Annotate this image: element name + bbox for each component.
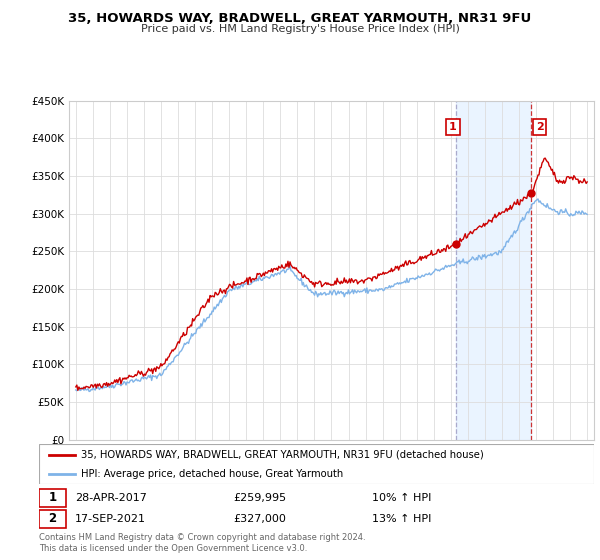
Text: 10% ↑ HPI: 10% ↑ HPI (372, 493, 431, 503)
Bar (39, 510, 65, 528)
Text: Price paid vs. HM Land Registry's House Price Index (HPI): Price paid vs. HM Land Registry's House … (140, 24, 460, 34)
Text: 17-SEP-2021: 17-SEP-2021 (75, 514, 146, 524)
Text: 1: 1 (449, 122, 457, 132)
Text: 28-APR-2017: 28-APR-2017 (75, 493, 147, 503)
Bar (457, 101, 531, 440)
Text: 1: 1 (48, 491, 56, 504)
Text: £327,000: £327,000 (233, 514, 286, 524)
Text: 35, HOWARDS WAY, BRADWELL, GREAT YARMOUTH, NR31 9FU: 35, HOWARDS WAY, BRADWELL, GREAT YARMOUT… (68, 12, 532, 25)
Text: Contains HM Land Registry data © Crown copyright and database right 2024.
This d: Contains HM Land Registry data © Crown c… (39, 533, 365, 553)
Text: 13% ↑ HPI: 13% ↑ HPI (372, 514, 431, 524)
Text: 2: 2 (48, 512, 56, 525)
Bar (39, 489, 65, 506)
Text: 35, HOWARDS WAY, BRADWELL, GREAT YARMOUTH, NR31 9FU (detached house): 35, HOWARDS WAY, BRADWELL, GREAT YARMOUT… (80, 450, 484, 460)
Text: HPI: Average price, detached house, Great Yarmouth: HPI: Average price, detached house, Grea… (80, 469, 343, 479)
Text: 2: 2 (536, 122, 544, 132)
Text: £259,995: £259,995 (233, 493, 286, 503)
